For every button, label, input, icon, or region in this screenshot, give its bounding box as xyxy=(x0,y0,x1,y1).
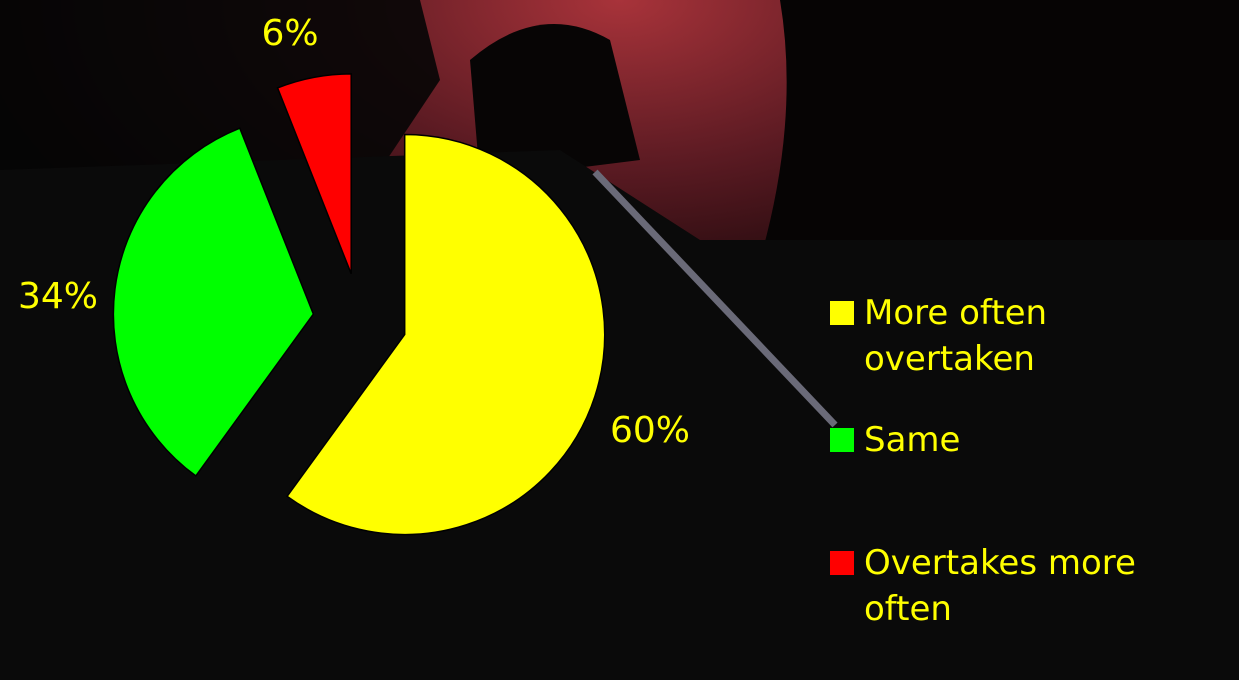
data-label: 34% xyxy=(18,276,98,317)
legend-label: Same xyxy=(864,420,961,460)
legend-item: Same xyxy=(830,417,1230,463)
legend-swatch xyxy=(830,551,854,575)
pie-slice xyxy=(286,133,606,536)
legend-item: Overtakes more often xyxy=(830,540,1230,632)
data-label: 60% xyxy=(610,410,690,451)
legend-swatch xyxy=(830,428,854,452)
legend-swatch xyxy=(830,301,854,325)
pie-slice xyxy=(276,73,352,275)
chart: 60% 34% 6% xyxy=(18,13,690,536)
legend-label: More often overtaken xyxy=(864,293,1048,379)
pie-slice xyxy=(112,127,315,477)
data-label: 6% xyxy=(261,13,318,54)
legend-label: Overtakes more often xyxy=(864,543,1136,629)
legend-item: More often overtaken xyxy=(830,290,1230,382)
